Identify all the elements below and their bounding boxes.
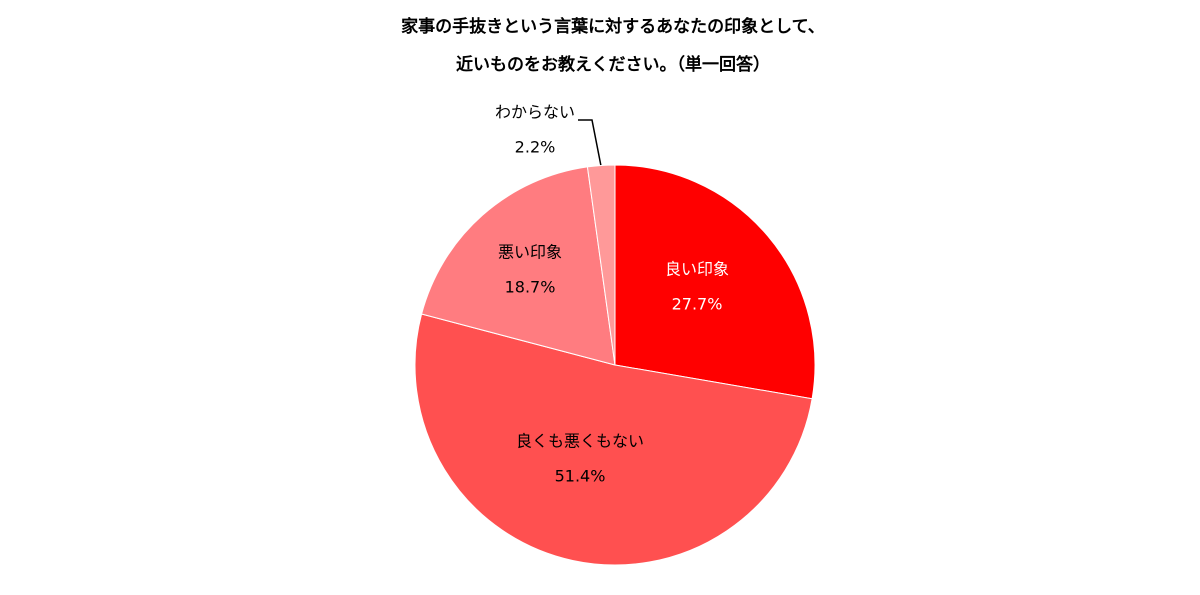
chart-title: 近いものをお教えください。（単一回答） bbox=[456, 54, 770, 75]
pie-slice bbox=[420, 166, 616, 366]
slice-label: 良くも悪くもない bbox=[516, 432, 644, 451]
pie-slice bbox=[414, 313, 813, 566]
pie-slice bbox=[586, 164, 616, 366]
chart-title: 家事の手抜きという言葉に対するあなたの印象として、 bbox=[401, 16, 825, 37]
slice-label: 良い印象 bbox=[665, 260, 729, 279]
value-label: 18.7% bbox=[505, 278, 556, 297]
slice-label: わからない bbox=[495, 103, 575, 122]
pie-slice bbox=[614, 164, 816, 400]
value-label: 2.2% bbox=[515, 138, 556, 157]
leader-line bbox=[578, 119, 602, 167]
value-label: 51.4% bbox=[555, 467, 606, 486]
slice-label: 悪い印象 bbox=[498, 243, 562, 262]
value-label: 27.7% bbox=[672, 295, 723, 314]
